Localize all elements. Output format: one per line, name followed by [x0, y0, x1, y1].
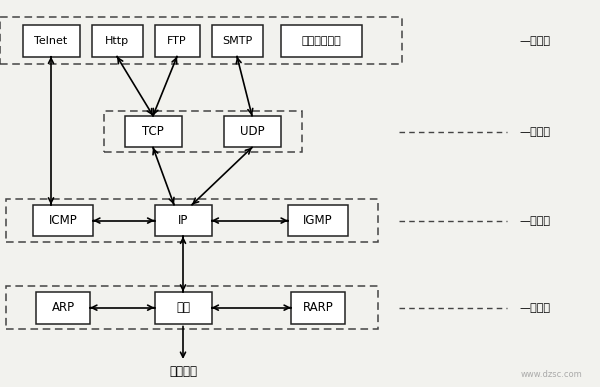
Text: ARP: ARP: [52, 301, 74, 314]
Bar: [155, 25, 199, 57]
Bar: [91, 25, 143, 57]
Text: RARP: RARP: [302, 301, 334, 314]
Bar: [0, 17, 402, 64]
Text: —链路层: —链路层: [519, 303, 550, 313]
Text: 硬件介质: 硬件介质: [169, 365, 197, 378]
Text: —网络层: —网络层: [519, 216, 550, 226]
Text: —应用层: —应用层: [519, 36, 550, 46]
Bar: [223, 116, 281, 147]
Text: Http: Http: [105, 36, 129, 46]
Bar: [33, 205, 93, 236]
Text: IP: IP: [178, 214, 188, 227]
Bar: [155, 205, 212, 236]
Bar: [104, 111, 302, 152]
Bar: [23, 25, 79, 57]
Text: Telnet: Telnet: [34, 36, 68, 46]
Text: 其它应用程序: 其它应用程序: [301, 36, 341, 46]
Text: —传输层: —传输层: [519, 127, 550, 137]
Bar: [6, 286, 378, 329]
Text: 接口: 接口: [176, 301, 190, 314]
Text: FTP: FTP: [167, 36, 187, 46]
Text: www.dzsc.com: www.dzsc.com: [520, 370, 582, 379]
Text: TCP: TCP: [142, 125, 164, 138]
Text: SMTP: SMTP: [222, 36, 252, 46]
Bar: [155, 292, 212, 324]
Text: UDP: UDP: [239, 125, 265, 138]
Text: IGMP: IGMP: [303, 214, 333, 227]
Bar: [212, 25, 263, 57]
Bar: [281, 25, 361, 57]
Bar: [6, 199, 378, 242]
Bar: [125, 116, 182, 147]
Bar: [288, 205, 348, 236]
Text: ICMP: ICMP: [49, 214, 77, 227]
Bar: [291, 292, 345, 324]
Bar: [36, 292, 90, 324]
